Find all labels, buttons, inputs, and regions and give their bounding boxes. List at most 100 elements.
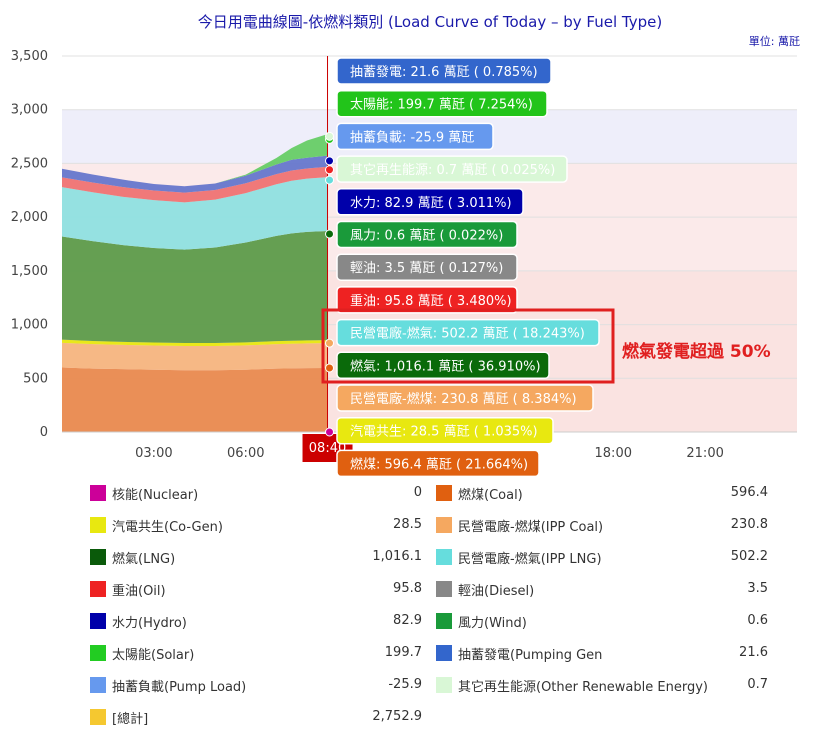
tooltip-item-bg — [336, 57, 552, 85]
legend-item[interactable]: 風力(Wind) — [436, 609, 527, 633]
tooltip-item-label: 其它再生能源: 0.7 萬瓩 ( 0.025%) — [350, 162, 555, 178]
legend-item[interactable]: 其它再生能源(Other Renewable Energy) — [436, 673, 708, 697]
legend-item[interactable]: 抽蓄發電(Pumping Gen — [436, 641, 602, 665]
legend-value: 28.5 — [393, 517, 422, 532]
legend-swatch — [436, 677, 452, 693]
series-point — [325, 427, 335, 437]
legend-swatch — [436, 517, 452, 533]
legend-label: 太陽能(Solar) — [112, 647, 195, 663]
y-tick-label: 3,000 — [11, 103, 48, 118]
x-tick-label: 21:00 — [686, 446, 723, 461]
legend-item[interactable]: 抽蓄負載(Pump Load) — [90, 673, 246, 697]
legend-label: 核能(Nuclear) — [112, 487, 199, 503]
tooltip-item-label: 民營電廠-燃煤: 230.8 萬瓩 ( 8.384%) — [350, 391, 577, 407]
tooltip-item-label: 抽蓄負載: -25.9 萬瓩 — [350, 130, 474, 145]
tooltip-item-bg — [336, 416, 554, 445]
legend-value: 3.5 — [747, 581, 768, 596]
area-series — [62, 134, 328, 187]
legend-label: 汽電共生(Co-Gen) — [112, 519, 223, 535]
tooltip-item-bg — [336, 449, 540, 478]
legend-item[interactable]: 燃氣(LNG) — [90, 545, 175, 569]
tooltip-item-label: 燃氣: 1,016.1 萬瓩 ( 36.910%) — [350, 358, 541, 374]
y-tick-label: 2,500 — [11, 156, 48, 171]
legend-label: 燃煤(Coal) — [458, 487, 523, 503]
legend-swatch — [90, 485, 106, 501]
y-tick-label: 0 — [40, 425, 48, 440]
y-axis: 0 500 1,000 1,500 2,000 2,500 3,000 3,500 — [11, 49, 48, 440]
series-point — [325, 229, 335, 239]
area-series — [62, 339, 328, 347]
legend-label: 抽蓄負載(Pump Load) — [112, 679, 247, 695]
legend-value: 0.7 — [747, 677, 768, 692]
tooltip-item-label: 抽蓄發電: 21.6 萬瓩 ( 0.785%) — [350, 65, 538, 80]
legend-item[interactable]: 民營電廠-燃氣(IPP LNG) — [436, 545, 602, 569]
tooltip: 抽蓄發電: 21.6 萬瓩 ( 0.785%) 太陽能: 199.7 萬瓩 ( 7… — [336, 57, 600, 478]
legend-swatch — [90, 709, 106, 725]
x-tick-label: 18:00 — [595, 446, 632, 461]
legend-item[interactable]: 汽電共生(Co-Gen) — [90, 513, 223, 537]
series-point — [325, 165, 335, 175]
area-series — [62, 231, 328, 344]
legend-label: 其它再生能源(Other Renewable Energy) — [458, 679, 708, 695]
tooltip-item-label: 太陽能: 199.7 萬瓩 ( 7.254%) — [350, 98, 533, 113]
series-point — [325, 131, 335, 141]
legend-label: 風力(Wind) — [458, 615, 527, 631]
legend-value: 1,016.1 — [372, 549, 422, 564]
legend-swatch — [90, 613, 106, 629]
area-series — [62, 166, 328, 203]
legend-item[interactable]: 核能(Nuclear) — [90, 481, 198, 505]
load-curve-chart: 今日用電曲線圖-依燃料類別 (Load Curve of Today – by … — [11, 13, 800, 478]
legend-value: 95.8 — [393, 581, 422, 596]
tooltip-item-bg — [336, 155, 568, 183]
legend-label: 水力(Hydro) — [112, 615, 187, 631]
y-tick-label: 2,000 — [11, 210, 48, 225]
tooltip-item-label: 風力: 0.6 萬瓩 ( 0.022%) — [350, 229, 503, 244]
highlight-box — [321, 308, 615, 384]
area-series — [62, 367, 328, 432]
legend-label: 燃氣(LNG) — [112, 551, 176, 567]
area-series — [62, 177, 328, 250]
tooltip-item-label: 重油: 95.8 萬瓩 ( 3.480%) — [350, 293, 512, 309]
legend-item[interactable]: 重油(Oil) — [90, 577, 166, 601]
legend-value: -25.9 — [388, 677, 422, 692]
legend-label: 重油(Oil) — [112, 583, 166, 599]
legend-value: 21.6 — [739, 645, 768, 660]
tooltip-item-bg — [336, 384, 594, 412]
legend-item[interactable]: 民營電廠-燃煤(IPP Coal) — [436, 513, 603, 537]
tooltip-item-bg — [336, 286, 518, 314]
y-tick-label: 3,500 — [11, 49, 48, 64]
series-point — [325, 156, 335, 166]
area-series — [62, 155, 328, 193]
tooltip-item-label: 輕油: 3.5 萬瓩 ( 0.127%) — [350, 261, 503, 276]
legend-label: 抽蓄發電(Pumping Gen — [458, 647, 603, 663]
chart-title: 今日用電曲線圖-依燃料類別 (Load Curve of Today – by … — [198, 13, 662, 31]
series-point — [325, 175, 335, 185]
legend-item[interactable]: 燃煤(Coal) — [436, 481, 523, 505]
legend-item[interactable]: 水力(Hydro) — [90, 609, 187, 633]
legend-swatch — [436, 549, 452, 565]
legend-label: 民營電廠-燃氣(IPP LNG) — [458, 551, 602, 567]
legend-item[interactable]: 輕油(Diesel) — [436, 577, 534, 601]
y-tick-label: 500 — [23, 371, 48, 386]
tooltip-item-bg — [336, 318, 600, 347]
legend-swatch — [90, 581, 106, 597]
legend-swatch — [90, 549, 106, 565]
legend-swatch — [90, 645, 106, 661]
tooltip-item-label: 汽電共生: 28.5 萬瓩 ( 1.035%) — [350, 425, 538, 440]
area-series — [62, 342, 328, 371]
legend-swatch — [436, 645, 452, 661]
tooltip-item-bg — [336, 220, 518, 249]
legend-swatch — [436, 613, 452, 629]
y-tick-label: 1,500 — [11, 264, 48, 279]
legend-value: 199.7 — [384, 645, 422, 660]
legend-item[interactable]: 太陽能(Solar) — [90, 641, 194, 665]
legend-value: 0 — [413, 485, 422, 500]
legend-item[interactable]: [總計] — [90, 705, 148, 729]
legend-value: 230.8 — [730, 517, 768, 532]
legend-swatch — [436, 485, 452, 501]
tooltip-item-bg — [336, 122, 494, 151]
legend-value: 502.2 — [730, 549, 768, 564]
tooltip-item-label: 燃煤: 596.4 萬瓩 ( 21.664%) — [350, 456, 528, 472]
tooltip-item-label: 民營電廠-燃氣: 502.2 萬瓩 ( 18.243%) — [350, 326, 585, 342]
legend-swatch — [90, 517, 106, 533]
